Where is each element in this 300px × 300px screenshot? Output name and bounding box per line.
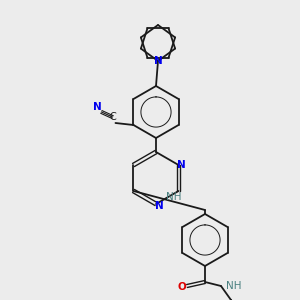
Text: N: N	[177, 160, 186, 170]
Text: O: O	[178, 282, 186, 292]
Text: NH: NH	[226, 281, 242, 291]
Text: N: N	[93, 102, 102, 112]
Text: C: C	[109, 112, 116, 122]
Text: N: N	[154, 201, 164, 211]
Text: NH: NH	[167, 191, 182, 202]
Text: N: N	[154, 56, 162, 66]
